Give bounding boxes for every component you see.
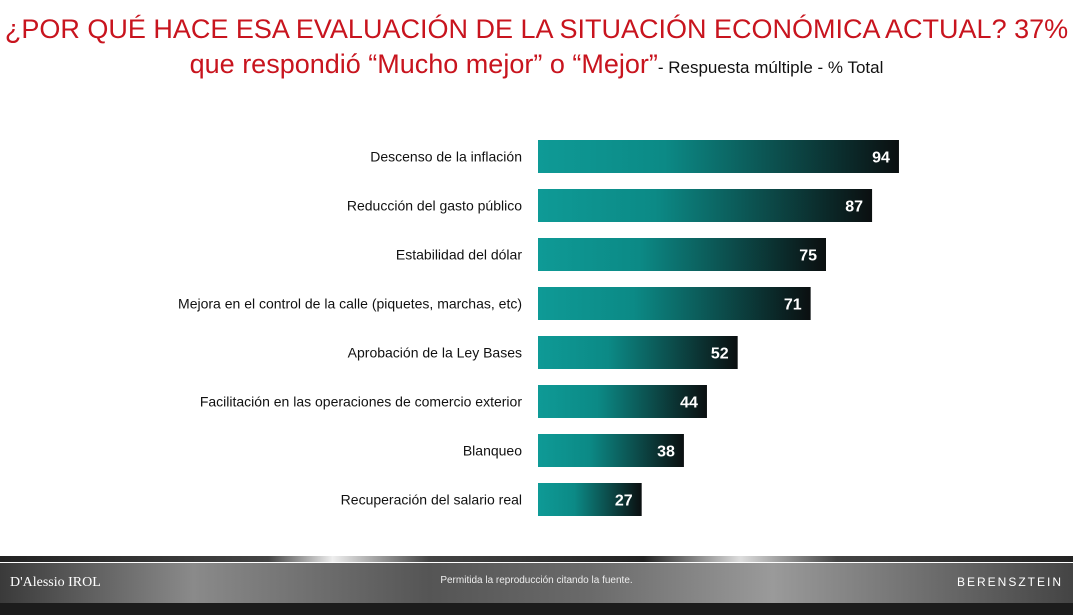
category-label: Descenso de la inflación [370,149,522,165]
bar [538,140,899,173]
category-label: Mejora en el control de la calle (piquet… [178,296,522,312]
chart-title: ¿POR QUÉ HACE ESA EVALUACIÓN DE LA SITUA… [0,12,1073,85]
data-label: 87 [845,199,863,216]
category-label: Recuperación del salario real [341,492,522,508]
bar [538,189,873,222]
bar [538,385,707,418]
dalessio-logo: D'Alessio IROL [10,575,101,590]
title-main: ¿POR QUÉ HACE ESA EVALUACIÓN DE LA SITUA… [4,14,1069,79]
footer-note: Permitida la reproducción citando la fue… [440,575,633,586]
title-subtitle: - Respuesta múltiple - % Total [657,58,884,77]
berensztein-logo: BERENSZTEIN [956,575,1063,589]
category-label: Blanqueo [463,443,522,459]
category-label: Estabilidad del dólar [396,247,522,263]
data-label: 94 [872,150,890,167]
data-label: 27 [615,493,633,510]
footer-band [0,563,1073,603]
data-label: 44 [680,395,698,412]
footer: D'Alessio IROL Permitida la reproducción… [0,553,1073,615]
footer-divider [0,556,1073,562]
bar [538,434,684,467]
bar [538,336,738,369]
data-label: 38 [657,444,675,461]
bar [538,238,826,271]
category-label: Facilitación en las operaciones de comer… [200,394,522,410]
category-label: Reducción del gasto público [347,198,522,214]
bar [538,483,642,516]
data-label: 71 [784,297,802,314]
data-label: 75 [799,248,817,265]
data-label: 52 [711,346,729,363]
category-label: Aprobación de la Ley Bases [348,345,522,361]
bar-chart: Descenso de la inflación 94 Reducción del … [178,140,899,516]
footer-bottom-bar [0,603,1073,615]
bar [538,287,811,320]
